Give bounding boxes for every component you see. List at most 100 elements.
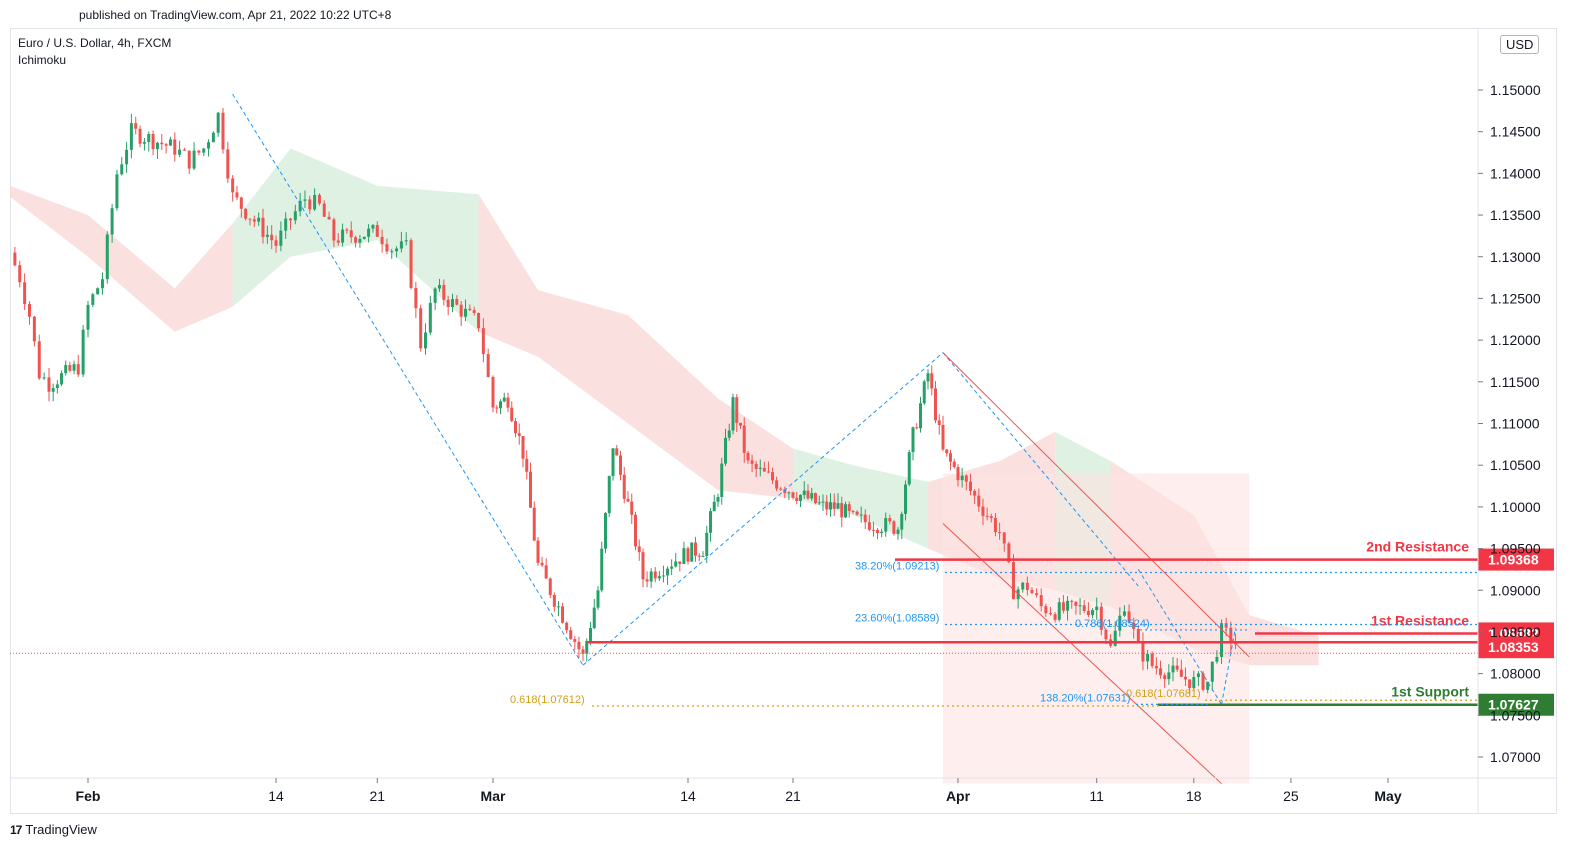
candle [649, 571, 653, 582]
cloud-segment [88, 215, 175, 332]
candle [1183, 676, 1187, 680]
candle [481, 328, 485, 355]
candle [313, 194, 317, 210]
candle [712, 501, 716, 512]
candle [284, 218, 288, 231]
candle [192, 150, 196, 169]
candle [502, 397, 506, 402]
candle [414, 287, 418, 309]
indicator-name[interactable]: Ichimoku [18, 53, 67, 67]
candle [919, 403, 922, 429]
candle [358, 238, 362, 243]
symbol-title[interactable]: Euro / U.S. Dollar, 4h, FXCM [18, 36, 172, 50]
candle [459, 304, 463, 317]
candle [716, 496, 720, 502]
candle [682, 548, 686, 564]
candle [510, 407, 514, 422]
cloud-segment [628, 315, 718, 491]
candle [274, 240, 278, 246]
candle [1118, 615, 1122, 631]
candle [371, 225, 375, 229]
candle [60, 373, 64, 385]
candle [529, 471, 532, 508]
candle [380, 236, 384, 245]
candle [731, 397, 735, 431]
candle [678, 561, 682, 564]
candle [96, 288, 100, 295]
level-name: 1st Support [1391, 684, 1469, 700]
candle [998, 532, 1002, 534]
candle [1175, 665, 1179, 670]
candle [762, 467, 766, 472]
candle [1154, 666, 1158, 669]
candle [615, 448, 619, 456]
y-tick-label: 1.11000 [1490, 416, 1540, 432]
candle [779, 488, 783, 490]
candle [739, 422, 742, 426]
candle [211, 132, 215, 143]
candle [1025, 582, 1029, 590]
candle [867, 522, 871, 530]
footer-brand[interactable]: 17 TradingView [10, 822, 97, 837]
y-tick-label: 1.08500 [1490, 624, 1541, 640]
candle [1091, 610, 1095, 616]
candle [705, 532, 709, 557]
candle [907, 452, 911, 485]
candle [100, 279, 104, 289]
candle [231, 178, 235, 193]
candle [390, 251, 394, 253]
candle [336, 240, 340, 243]
candle [592, 607, 596, 629]
candle [521, 436, 525, 459]
candle [244, 208, 248, 219]
candle [1196, 673, 1200, 678]
x-tick-label: 14 [268, 788, 284, 804]
candle [32, 316, 36, 342]
candle [399, 241, 403, 249]
candle [332, 219, 336, 241]
candle [569, 630, 573, 640]
candle [840, 503, 844, 518]
candle [385, 244, 389, 252]
axes: 1.15000 1.14500 1.14000 1.13500 1.13000 1.125… [10, 28, 1557, 814]
candle [532, 507, 536, 541]
candle [1132, 622, 1136, 629]
candle [424, 332, 427, 349]
candle [674, 561, 678, 567]
candle [1159, 668, 1163, 676]
candle [607, 476, 611, 514]
candle [653, 571, 657, 579]
candle [724, 437, 727, 464]
candle [468, 308, 472, 311]
candle [836, 503, 840, 509]
candle [641, 552, 645, 580]
candle [257, 217, 261, 222]
candle [577, 641, 581, 650]
candle [115, 174, 119, 209]
candle [270, 234, 274, 241]
x-tick-label: 21 [785, 788, 801, 804]
candle [134, 123, 138, 129]
candle [182, 149, 186, 151]
candle [1074, 601, 1078, 606]
candle [1039, 595, 1043, 607]
candle [395, 248, 399, 252]
candle [548, 578, 552, 595]
candle [437, 284, 441, 289]
x-tick-label: 25 [1283, 788, 1299, 804]
candle [814, 493, 817, 504]
candle [746, 452, 750, 461]
candle [147, 134, 151, 142]
candle [973, 490, 977, 496]
candle [1192, 677, 1196, 689]
currency-button[interactable]: USD [1500, 35, 1540, 54]
candle [514, 421, 517, 434]
candle [303, 199, 307, 201]
candle [298, 200, 302, 212]
candle [317, 194, 321, 204]
candle [915, 427, 919, 429]
candle [1007, 543, 1011, 563]
candle [1179, 669, 1183, 677]
candle [556, 606, 560, 608]
